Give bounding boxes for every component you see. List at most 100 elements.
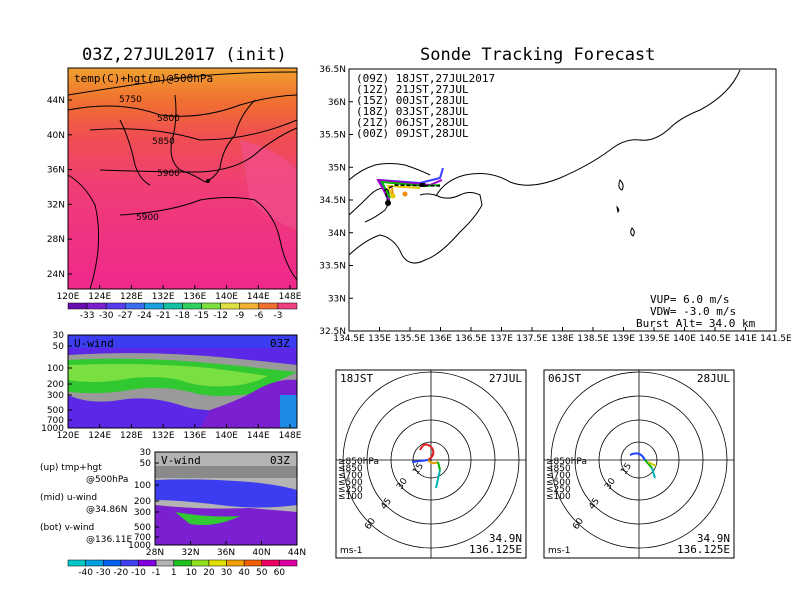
wind-colorbar-swatch <box>138 559 157 567</box>
hodograph-2: 06JST 28JUL≥850hPa≤850≤700≤500≤250≤100153… <box>543 369 735 559</box>
hodograph-time: 06JST <box>548 372 581 385</box>
wind-colorbar-label: -40 <box>78 568 93 578</box>
track-legend-entry: (12Z) 21JST,27JUL <box>356 83 469 96</box>
u-wind-yellowgreen-zone <box>68 364 268 387</box>
upper-lon-ticks: 120E 124E 128E 132E 136E 140E 144E 148E <box>57 285 302 302</box>
island <box>630 227 635 237</box>
level-legend: ≤850 <box>338 464 363 474</box>
legend-mid: (mid) u-wind <box>40 493 97 503</box>
track-legend-entry: (21Z) 06JST,28JUL <box>356 116 469 129</box>
lon-tick: 139E <box>612 334 635 344</box>
pressure-tick: 30 <box>140 448 152 458</box>
track-lat-ticks: 36.5N 36N 35.5N 35N 34.5N 34N 33.5N 33N 32.5N <box>319 65 353 337</box>
lon-tick: 144E <box>247 431 270 441</box>
lon-tick: 124E <box>88 292 111 302</box>
landing-point <box>402 191 408 197</box>
u-wind-blue-zone <box>280 395 297 428</box>
height-contour <box>67 71 298 96</box>
temp-colorbar-swatch <box>201 302 221 310</box>
lat-tick: 40N <box>47 131 65 141</box>
height-contour <box>99 127 298 173</box>
level-legend: ≤100 <box>546 492 571 502</box>
lon-tick: 132E <box>152 431 175 441</box>
v-wind-time: 03Z <box>270 454 290 467</box>
contour-label: 5850 <box>152 137 175 147</box>
lon-tick: 140E <box>215 292 238 302</box>
right-title: Sonde Tracking Forecast <box>420 45 655 65</box>
left-title: 03Z,27JUL2017 (init) <box>82 45 287 65</box>
lat-tick: 34.5N <box>319 196 346 206</box>
lat-tick: 36N <box>47 166 65 176</box>
level-legend: ≤700 <box>338 471 363 481</box>
temp-colorbar-label: -18 <box>175 311 190 321</box>
pressure-tick: 700 <box>134 533 151 543</box>
lat-tick: 28N <box>146 548 164 558</box>
hodo-trace <box>644 459 653 469</box>
level-legend: ≤500 <box>546 478 571 488</box>
level-legend: ≥850hPa <box>546 457 587 467</box>
wind-colorbar-label: 50 <box>256 568 268 578</box>
temp-patch <box>240 140 297 230</box>
wind-colorbar-label: 1 <box>171 568 177 578</box>
wind-colorbar-label: -10 <box>131 568 146 578</box>
u-wind-label: U-wind <box>74 337 114 350</box>
hodograph-lon: 136.125E <box>469 543 522 556</box>
wind-colorbar-label: -30 <box>96 568 111 578</box>
track-21z <box>386 184 421 197</box>
pressure-tick: 700 <box>47 416 64 426</box>
u-wind-time: 03Z <box>270 337 290 350</box>
wind-colorbar-swatch <box>102 559 122 567</box>
track-legend-entry: (18Z) 03JST,28JUL <box>356 105 469 118</box>
level-legend: ≤250 <box>338 485 363 495</box>
temp-colorbar-label: -3 <box>273 311 282 321</box>
track-legend-entry: (09Z) 18JST,27JUL2017 <box>356 72 495 85</box>
contour-label: 5900 <box>136 213 159 223</box>
contour-label: 5800 <box>157 114 180 124</box>
lon-tick: 135.5E <box>394 334 426 344</box>
wind-colorbar-swatch <box>191 559 210 567</box>
temp-colorbar-swatch <box>239 302 260 310</box>
lon-tick: 148E <box>279 431 302 441</box>
wind-colorbar-swatch <box>243 559 263 567</box>
track-12z <box>376 178 443 201</box>
wind-colorbar-swatch <box>208 559 227 567</box>
hodograph-lat: 34.9N <box>697 532 730 545</box>
honshu-coastline <box>435 69 741 197</box>
lon-tick: 140.5E <box>699 334 731 344</box>
temp-colorbar-swatch <box>67 302 88 310</box>
v-wind-green-zone <box>175 512 240 525</box>
panel-legend: (up) tmp+hgt @500hPa (mid) u-wind @34.86… <box>40 463 132 545</box>
lon-tick: 136E <box>183 431 206 441</box>
lat-tick: 28N <box>47 235 65 245</box>
track-lon-ticks: 134.5E 135E 135.5E 136E 136.5E 137E 137.5E 138E… <box>333 327 792 344</box>
lon-tick: 134.5E <box>333 334 365 344</box>
hodo-trace <box>647 461 657 467</box>
wind-colorbar-swatch <box>173 559 192 567</box>
hodo-trace <box>411 459 429 463</box>
wind-colorbar-swatch <box>155 559 174 567</box>
lat-tick: 34N <box>328 229 346 239</box>
legend-up-2: @500hPa <box>86 475 128 485</box>
pressure-tick: 500 <box>47 406 64 416</box>
legend-mid-2: @34.86N <box>86 505 128 515</box>
track-legend-entry: (15Z) 00JST,28JUL <box>356 94 469 107</box>
pressure-tick: 1000 <box>128 541 151 551</box>
temp-colorbar-swatch <box>105 302 126 310</box>
korea-coastline <box>119 119 151 186</box>
lon-tick: 132E <box>152 292 175 302</box>
wind-colorbar-swatch <box>279 559 298 567</box>
temp-colorbar-swatch <box>86 302 107 310</box>
shikoku-coastline <box>348 187 390 223</box>
pressure-tick: 30 <box>53 331 65 341</box>
launch-point-marker <box>206 179 210 183</box>
wind-colorbar-label: 60 <box>274 568 286 578</box>
lon-tick: 128E <box>120 292 143 302</box>
temp-colorbar-label: -30 <box>99 311 114 321</box>
upper-colorbar: -33 -30 -27 -24 -21 -18 -15 -12 -9 -6 -3 <box>67 302 298 321</box>
hodo-trace <box>419 443 435 461</box>
